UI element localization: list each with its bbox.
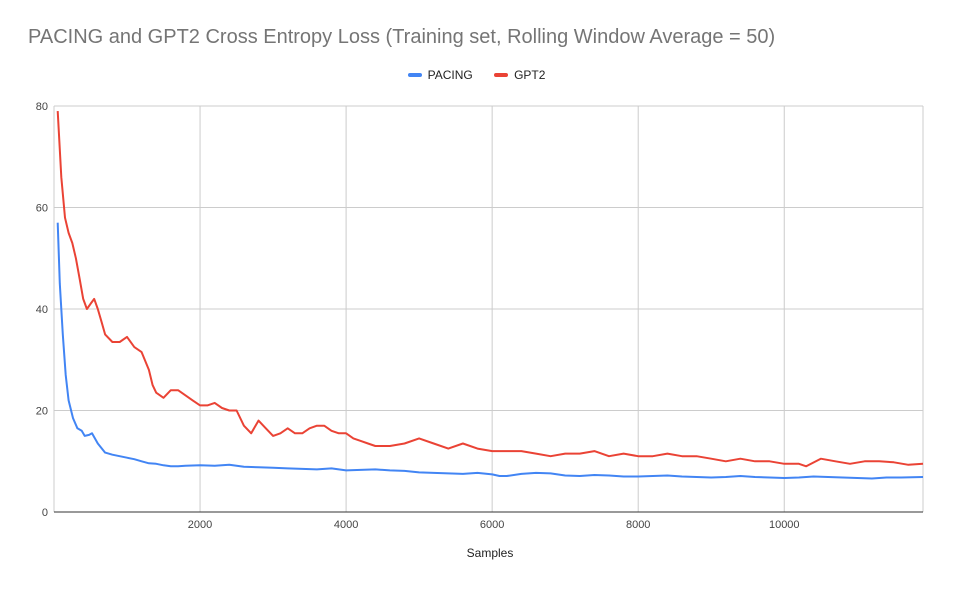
series-line-pacing bbox=[56, 222, 924, 480]
series-line-gpt2 bbox=[56, 111, 924, 468]
x-tick-label: 6000 bbox=[480, 519, 504, 531]
y-tick-label: 80 bbox=[36, 101, 48, 113]
y-tick-label: 60 bbox=[36, 203, 48, 215]
chart-title: PACING and GPT2 Cross Entropy Loss (Trai… bbox=[28, 26, 776, 48]
y-tick-label: 20 bbox=[36, 406, 48, 418]
series-lines bbox=[56, 111, 924, 480]
y-tick-label: 40 bbox=[36, 304, 48, 316]
legend-swatch-pacing bbox=[407, 73, 422, 77]
legend: PACING GPT2 bbox=[0, 66, 953, 82]
legend-label-pacing: PACING bbox=[427, 68, 473, 82]
x-axis-title: Samples bbox=[467, 546, 514, 560]
legend-label-gpt2: GPT2 bbox=[514, 68, 546, 82]
y-axis-labels: 0 20 40 60 80 bbox=[36, 101, 48, 519]
legend-item-gpt2: GPT2 bbox=[494, 68, 545, 82]
legend-item-pacing: PACING bbox=[407, 68, 473, 82]
x-tick-label: 10000 bbox=[769, 519, 800, 531]
gridlines bbox=[53, 105, 924, 512]
x-tick-label: 4000 bbox=[334, 519, 358, 531]
x-tick-label: 2000 bbox=[188, 519, 212, 531]
x-tick-label: 8000 bbox=[626, 519, 650, 531]
x-axis-labels: 2000 4000 6000 8000 10000 bbox=[188, 519, 800, 531]
y-tick-label: 0 bbox=[42, 507, 48, 519]
legend-swatch-gpt2 bbox=[494, 73, 509, 77]
